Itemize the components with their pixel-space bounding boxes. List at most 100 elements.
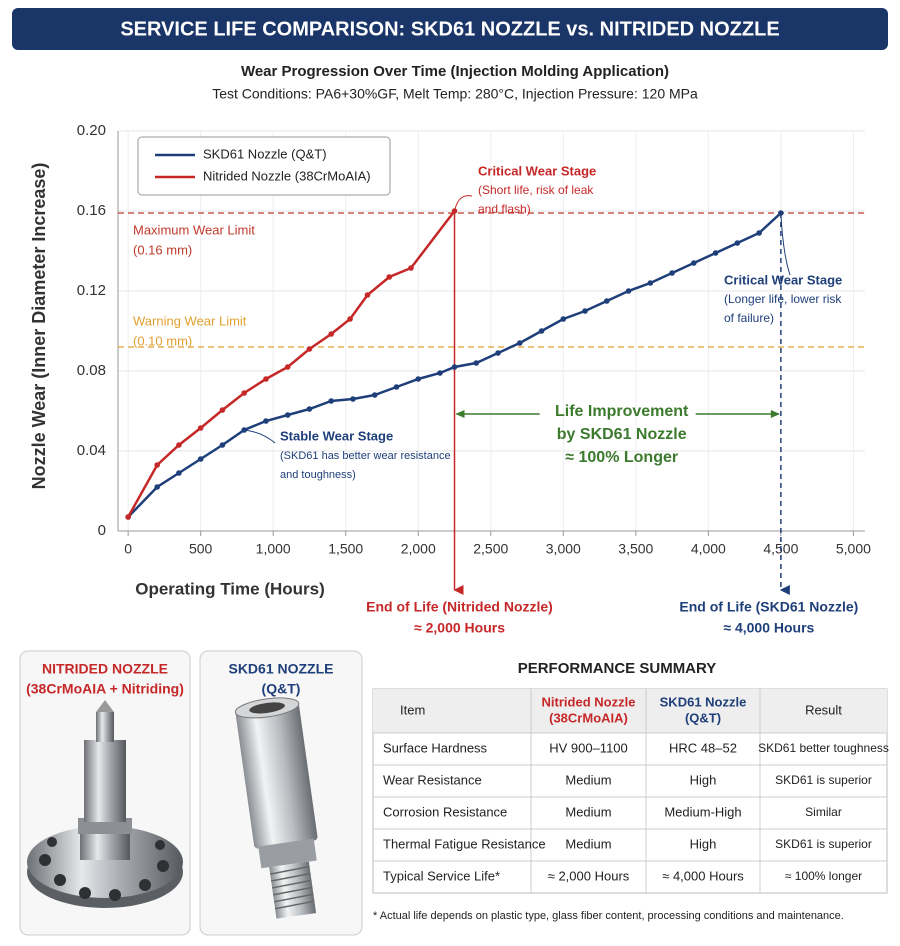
annotation: (Longer life, lower risk [724,292,842,306]
data-point [284,412,291,418]
annotation: (Short life, risk of leak [478,183,594,197]
reference-label: (0.16 mm) [133,242,192,257]
data-point [756,230,762,236]
data-point [328,398,335,404]
data-point [219,407,226,413]
data-point [197,456,204,462]
table-cell: HRC 48–52 [669,740,737,755]
end-marker-label: ≈ 4,000 Hours [723,620,814,636]
data-point [393,384,400,390]
legend-box [137,136,391,196]
x-axis-label: Operating Time (Hours) [135,579,325,598]
data-point [415,376,422,382]
y-axis-label: Nozzle Wear (Inner Diameter Increase) [29,163,49,490]
annotation: Critical Wear Stage [478,163,596,178]
table-cell: Medium-High [664,804,741,819]
table-header: SKD61 Nozzle [660,694,747,709]
data-point [437,370,443,376]
table-cell: HV 900–1100 [549,740,628,755]
annotation: and toughness) [280,469,356,481]
data-point [451,364,458,370]
y-tick-label: 0 [98,522,106,539]
end-marker-label: ≈ 2,000 Hours [414,620,505,636]
data-point [284,364,291,370]
data-point [176,470,182,476]
y-tick-label: 0.04 [77,442,106,459]
legend-label: SKD61 Nozzle (Q&T) [203,146,327,161]
x-tick-label: 500 [189,541,213,557]
improvement-label: ≈ 100% Longer [565,449,678,466]
annotation-connector [780,212,791,276]
arrow-head [770,410,780,418]
annotation: (SKD61 has better wear resistance [280,450,451,462]
product-title: (38CrMoAIA + Nitriding) [26,681,184,697]
data-point [625,288,632,294]
x-tick-label: 3,500 [618,541,653,557]
data-point [516,340,523,346]
data-point [176,442,182,448]
table-cell: ≈ 100% longer [785,869,862,883]
table-cell: SKD61 better toughness [758,741,889,755]
data-point [371,392,378,398]
table-header: Nitrided Nozzle [542,694,636,709]
data-point [197,425,204,431]
header-title: SERVICE LIFE COMPARISON: SKD61 NOZZLE vs… [120,18,779,40]
data-point [712,250,719,256]
x-tick-label: 0 [124,541,132,557]
arrow-head [455,410,465,418]
y-tick-label: 0.20 [77,122,106,139]
product-title: (Q&T) [262,681,301,697]
table-cell: Similar [805,805,842,819]
table-cell: High [690,836,717,851]
data-point [582,308,588,314]
x-tick-label: 2,000 [401,541,436,557]
table-header: Result [805,702,842,717]
data-point [263,418,269,424]
end-marker-label: End of Life (Nitrided Nozzle) [366,599,553,615]
table-cell: ≈ 2,000 Hours [548,868,630,883]
data-point [647,280,654,286]
annotation-connector [454,195,473,212]
data-point [328,331,335,337]
x-tick-label: 5,000 [836,541,871,557]
table-cell: SKD61 is superior [775,837,872,851]
chart-subtitle: Test Conditions: PA6+30%GF, Melt Temp: 2… [212,86,698,102]
data-point [263,376,269,382]
table-cell: Medium [565,772,611,787]
x-tick-label: 2,500 [473,541,508,557]
nitrided-nozzle-image [27,700,183,908]
product-title: SKD61 NOZZLE [228,661,333,677]
table-header-bg [373,689,887,733]
y-tick-label: 0.12 [77,282,106,299]
table-cell: High [690,772,717,787]
annotation: Critical Wear Stage [724,272,842,287]
table-cell: Medium [565,804,611,819]
skd61-nozzle-image [234,697,318,919]
x-tick-label: 1,000 [256,541,291,557]
table-header: Item [400,702,425,717]
table-cell: Surface Hardness [383,740,488,755]
data-point [538,328,545,334]
data-point [306,346,313,352]
y-tick-label: 0.08 [77,362,106,379]
data-point [495,350,501,356]
data-point [347,316,353,322]
data-point [473,360,480,366]
reference-label: (0.10 mm) [133,333,192,348]
data-point [669,270,675,276]
chart-title: Wear Progression Over Time (Injection Mo… [241,63,669,80]
header-banner [12,8,888,50]
end-marker-label: End of Life (SKD61 Nozzle) [679,599,858,615]
legend-label: Nitrided Nozzle (38CrMoAIA) [203,168,371,183]
table-cell: Wear Resistance [383,772,482,787]
reference-label: Warning Wear Limit [133,313,247,328]
data-point [154,462,160,468]
data-point [691,260,697,266]
x-tick-label: 1,500 [328,541,363,557]
annotation: of failure) [724,311,774,325]
table-cell: Corrosion Resistance [383,804,507,819]
data-point [219,442,226,448]
table-cell: Typical Service Life* [383,868,500,883]
